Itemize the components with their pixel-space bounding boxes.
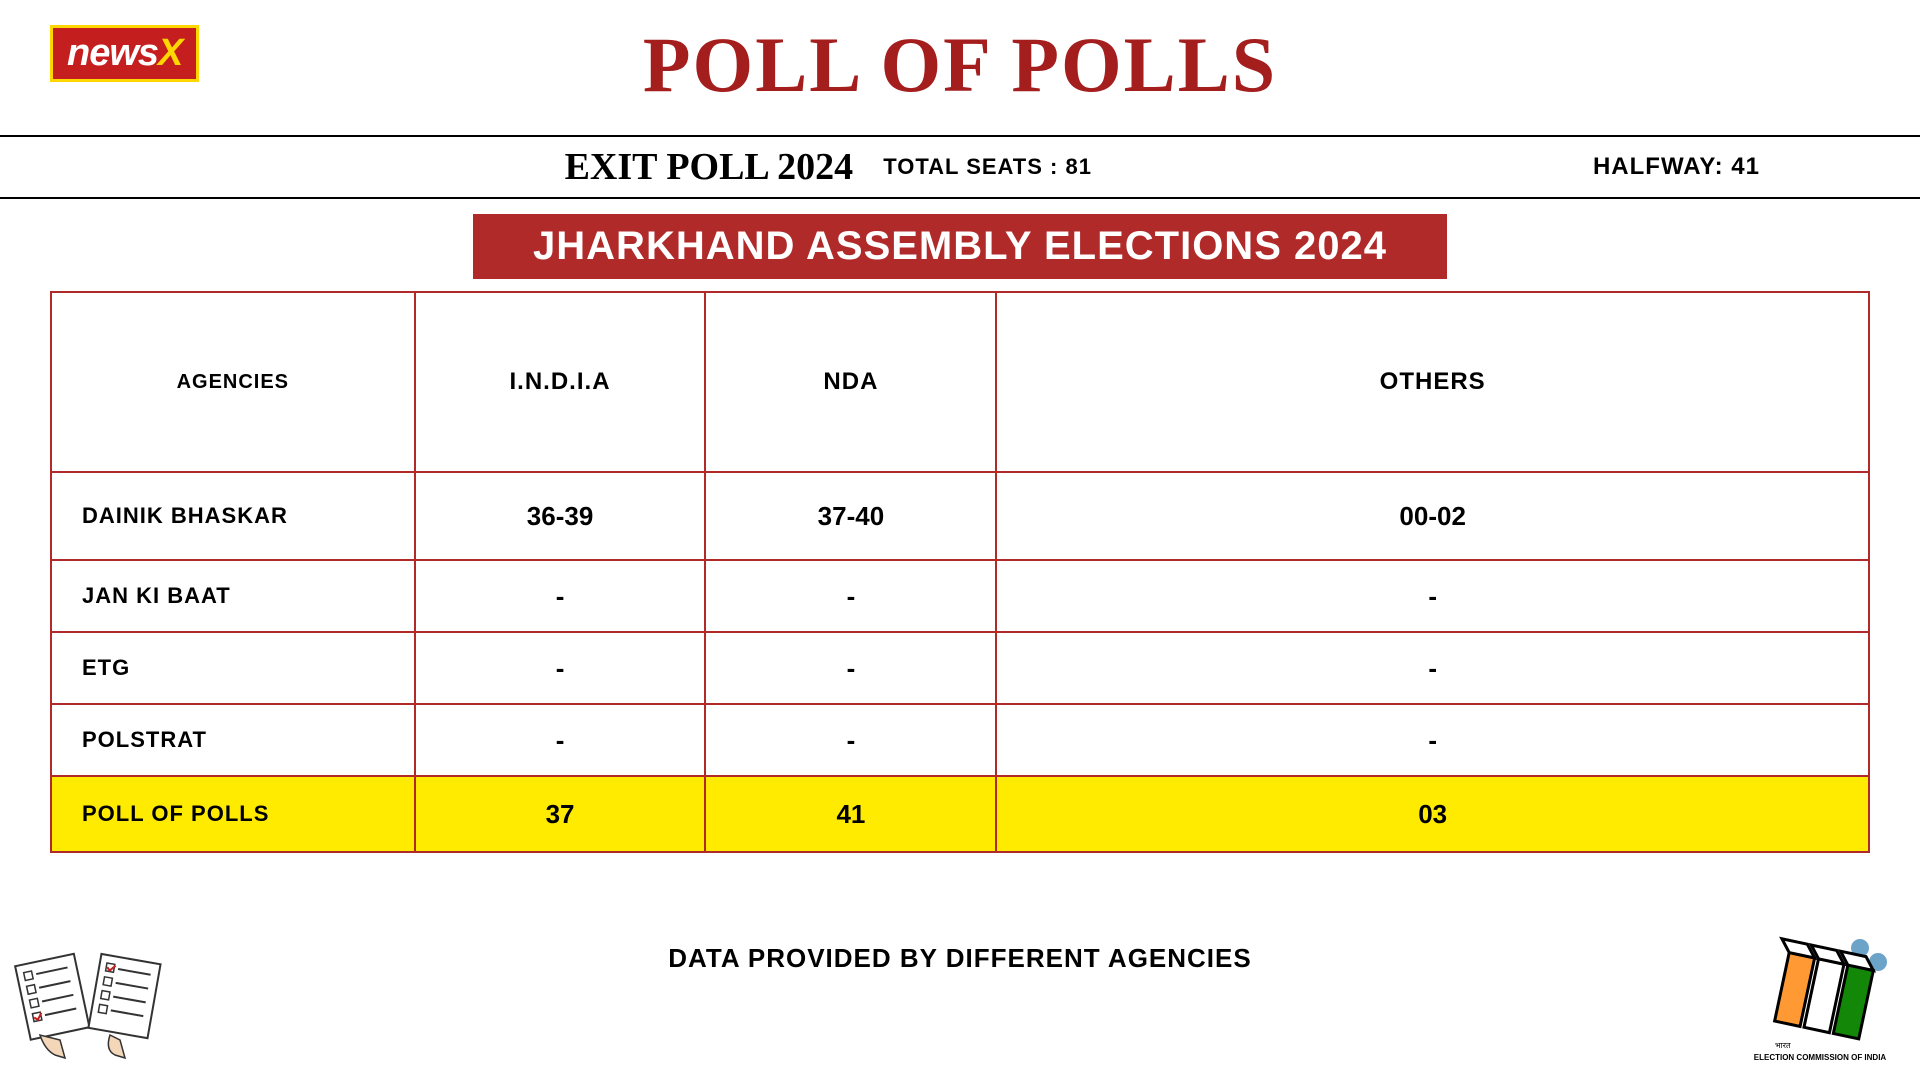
banner-wrap: JHARKHAND ASSEMBLY ELECTIONS 2024 bbox=[0, 214, 1920, 279]
table-row: POLSTRAT--- bbox=[51, 704, 1869, 776]
table-row: POLL OF POLLS374103 bbox=[51, 776, 1869, 852]
table-row: JAN KI BAAT--- bbox=[51, 560, 1869, 632]
cell-others: - bbox=[996, 704, 1869, 776]
logo-prefix: news bbox=[67, 32, 158, 74]
newsx-logo: newsX bbox=[50, 25, 199, 82]
col-nda: NDA bbox=[705, 292, 996, 472]
svg-text:भारत: भारत bbox=[1775, 1041, 1791, 1050]
cell-others: 03 bbox=[996, 776, 1869, 852]
eci-logo-icon: ELECTION COMMISSION OF INDIA भारत bbox=[1740, 930, 1900, 1070]
svg-text:ELECTION COMMISSION OF INDIA: ELECTION COMMISSION OF INDIA bbox=[1754, 1053, 1887, 1062]
cell-india: 37 bbox=[415, 776, 706, 852]
col-india: I.N.D.I.A bbox=[415, 292, 706, 472]
cell-agency: DAINIK BHASKAR bbox=[51, 472, 415, 560]
logo-suffix: X bbox=[158, 32, 182, 74]
cell-nda: - bbox=[705, 632, 996, 704]
exit-poll-label: EXIT POLL 2024 bbox=[0, 145, 883, 189]
table-row: DAINIK BHASKAR36-3937-4000-02 bbox=[51, 472, 1869, 560]
cell-nda: 41 bbox=[705, 776, 996, 852]
table-row: ETG--- bbox=[51, 632, 1869, 704]
cell-india: - bbox=[415, 632, 706, 704]
subheader: EXIT POLL 2024 TOTAL SEATS : 81 HALFWAY:… bbox=[0, 135, 1920, 199]
cell-others: - bbox=[996, 560, 1869, 632]
poll-table: AGENCIES I.N.D.I.A NDA OTHERS DAINIK BHA… bbox=[50, 291, 1870, 853]
halfway-label: HALFWAY: 41 bbox=[1267, 153, 1920, 181]
cell-india: - bbox=[415, 560, 706, 632]
table-header-row: AGENCIES I.N.D.I.A NDA OTHERS bbox=[51, 292, 1869, 472]
cell-nda: - bbox=[705, 704, 996, 776]
cell-agency: POLL OF POLLS bbox=[51, 776, 415, 852]
poll-table-wrap: AGENCIES I.N.D.I.A NDA OTHERS DAINIK BHA… bbox=[50, 291, 1870, 853]
ballot-paper-icon bbox=[10, 940, 170, 1070]
header: newsX POLL OF POLLS bbox=[0, 0, 1920, 120]
col-others: OTHERS bbox=[996, 292, 1869, 472]
page-title: POLL OF POLLS bbox=[0, 20, 1920, 110]
election-banner: JHARKHAND ASSEMBLY ELECTIONS 2024 bbox=[473, 214, 1447, 279]
cell-agency: POLSTRAT bbox=[51, 704, 415, 776]
cell-india: - bbox=[415, 704, 706, 776]
total-seats-label: TOTAL SEATS : 81 bbox=[883, 154, 1267, 180]
cell-others: - bbox=[996, 632, 1869, 704]
col-agencies: AGENCIES bbox=[51, 292, 415, 472]
cell-nda: - bbox=[705, 560, 996, 632]
footer-note: DATA PROVIDED BY DIFFERENT AGENCIES bbox=[0, 943, 1920, 974]
cell-india: 36-39 bbox=[415, 472, 706, 560]
cell-agency: ETG bbox=[51, 632, 415, 704]
cell-others: 00-02 bbox=[996, 472, 1869, 560]
cell-nda: 37-40 bbox=[705, 472, 996, 560]
cell-agency: JAN KI BAAT bbox=[51, 560, 415, 632]
